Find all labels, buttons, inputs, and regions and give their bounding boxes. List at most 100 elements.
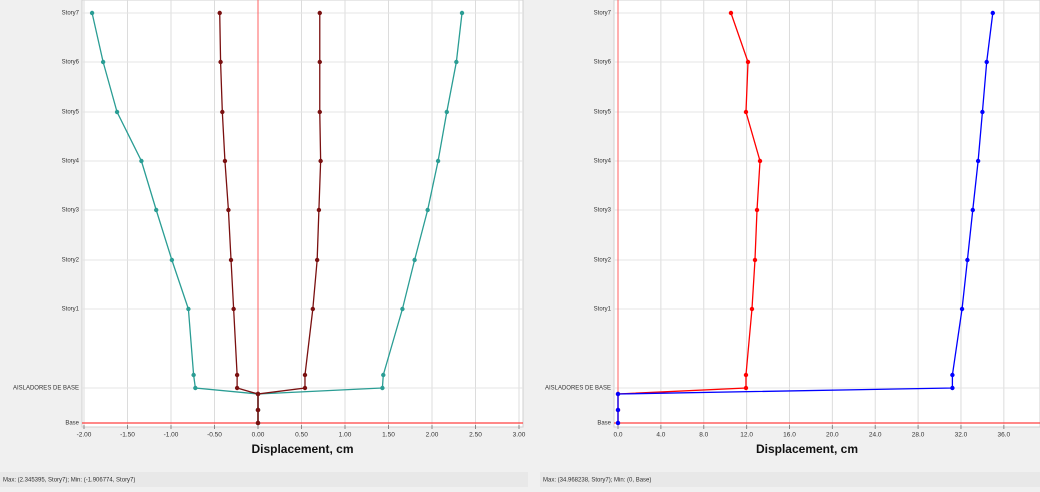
y-tick-label: Story7: [594, 11, 612, 17]
data-point: [310, 306, 316, 312]
x-tick-label: 16.0: [783, 432, 796, 439]
data-point: [728, 10, 734, 16]
data-point: [234, 372, 240, 378]
x-tick-label: 28.0: [912, 432, 925, 439]
x-tick-label: -1.00: [164, 432, 179, 439]
data-point: [193, 385, 198, 391]
data-point: [217, 10, 222, 16]
x-tick-label: 12.0: [740, 432, 753, 439]
data-point: [234, 385, 240, 391]
y-tick-label: Story3: [62, 208, 80, 214]
data-point: [218, 59, 223, 65]
data-point: [191, 372, 196, 378]
data-point: [139, 158, 144, 164]
data-point: [454, 59, 459, 65]
data-point: [757, 158, 763, 164]
series-line: [257, 13, 322, 423]
data-point: [380, 385, 385, 391]
y-tick-label: Story1: [594, 307, 612, 313]
data-point: [255, 407, 261, 413]
series-line: [617, 12, 994, 423]
data-point: [754, 207, 760, 213]
data-point: [984, 59, 989, 65]
y-tick-label: Story2: [594, 258, 612, 264]
data-point: [154, 207, 159, 213]
data-point: [255, 420, 261, 426]
x-tick-label: 20.0: [826, 432, 839, 439]
data-point: [743, 109, 749, 115]
y-tick-label: Story6: [594, 60, 612, 66]
y-tick-label: Story4: [594, 159, 612, 165]
data-point: [990, 10, 995, 16]
y-tick-label: Story1: [62, 307, 80, 313]
data-point: [381, 372, 386, 378]
data-point: [231, 306, 236, 312]
data-point: [459, 10, 465, 16]
data-point: [615, 391, 621, 397]
y-tick-label: Story6: [62, 60, 80, 66]
data-point: [302, 385, 308, 391]
data-point: [228, 257, 234, 263]
chart-panel: 0.0 4.0 8.0 12.0 16.0 20.0 24.0 28.0 32.0 36.0 Bas…: [540, 0, 1040, 487]
data-point: [169, 257, 175, 263]
data-point: [317, 59, 322, 65]
x-axis-title: Displacement, cm: [251, 442, 353, 456]
data-point: [114, 109, 120, 115]
data-point: [435, 158, 441, 164]
data-point: [959, 306, 965, 312]
data-point: [615, 420, 621, 426]
data-point: [89, 10, 95, 16]
data-point: [745, 59, 751, 65]
data-point: [318, 158, 323, 164]
y-tick-label: Story3: [594, 208, 612, 214]
data-point: [970, 207, 975, 213]
data-point: [302, 372, 308, 378]
data-point: [226, 207, 231, 213]
data-point: [743, 385, 749, 391]
y-tick-label: Base: [65, 421, 79, 427]
data-point: [743, 372, 749, 378]
x-tick-label: 0.50: [295, 432, 308, 439]
x-tick-label: 2.50: [469, 432, 482, 439]
data-point: [749, 306, 755, 312]
data-point: [965, 257, 970, 263]
data-point: [412, 257, 417, 263]
x-tick-label: 1.00: [339, 432, 352, 439]
data-point: [752, 257, 758, 263]
y-tick-label: AISLADORES DE BASE: [13, 386, 79, 392]
x-tick-label: 24.0: [869, 432, 882, 439]
x-tick-label: 36.0: [998, 432, 1011, 439]
x-tick-label: 2.00: [426, 432, 439, 439]
plot-area: [613, 0, 1040, 428]
data-point: [615, 407, 621, 413]
y-tick-label: Base: [597, 421, 611, 427]
x-tick-label: 8.0: [699, 432, 708, 439]
data-point: [100, 59, 106, 65]
chart-panel: -2.00 -1.50 -1.00 -0.50 0.00 0.50 1.00 1.50 2.00…: [3, 0, 526, 484]
y-tick-label: Story5: [594, 110, 612, 116]
y-tick-label: Story5: [62, 110, 80, 116]
data-point: [220, 109, 225, 115]
data-point: [314, 257, 320, 263]
data-point: [950, 385, 955, 391]
plot-area: [81, 0, 524, 428]
data-point: [980, 109, 985, 115]
data-point: [316, 207, 322, 213]
data-point: [975, 158, 981, 164]
x-tick-label: -2.00: [77, 432, 92, 439]
x-tick-label: 0.00: [252, 432, 265, 439]
y-tick-label: AISLADORES DE BASE: [545, 386, 611, 392]
x-tick-label: -0.50: [207, 432, 222, 439]
status-text: Max: (2.345395, Story7); Min: (-1.906774…: [3, 478, 135, 484]
y-tick-label: Story7: [62, 11, 80, 17]
data-point: [950, 372, 955, 378]
data-point: [186, 306, 191, 312]
status-text: Max: (34.968238, Story7); Min: (0, Base): [543, 478, 651, 484]
x-tick-label: 3.00: [513, 432, 526, 439]
x-tick-label: 1.50: [382, 432, 395, 439]
y-tick-label: Story2: [62, 258, 80, 264]
status-bar: [540, 472, 1040, 487]
data-point: [317, 10, 322, 16]
x-tick-label: 0.0: [613, 432, 622, 439]
